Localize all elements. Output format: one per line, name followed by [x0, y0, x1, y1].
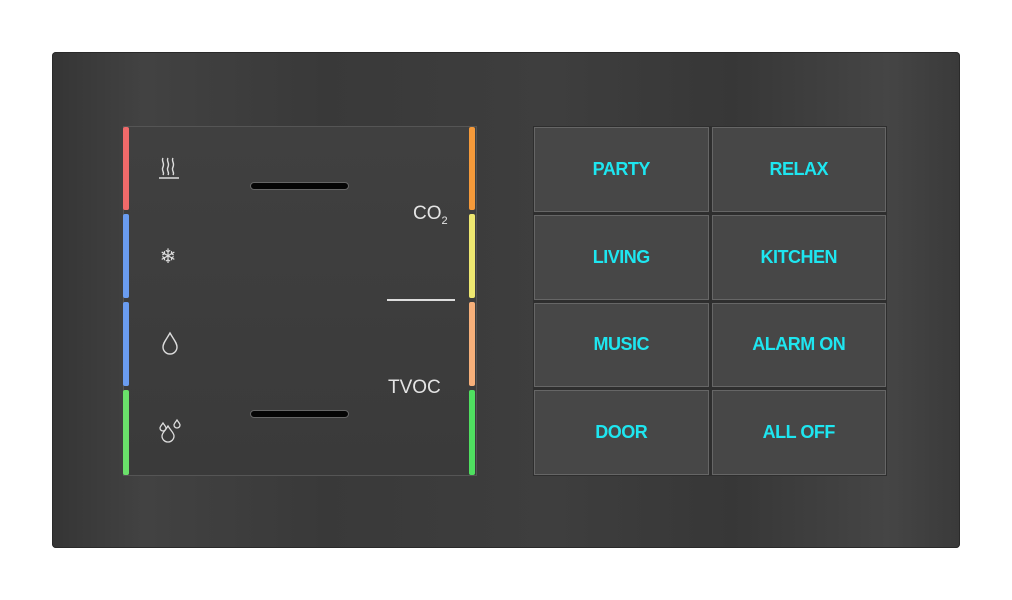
tvoc-label: TVOC	[388, 377, 441, 398]
display-slot-top	[250, 182, 349, 190]
alarm-on-button[interactable]: ALARM ON	[711, 302, 886, 388]
led-co2-low	[469, 214, 475, 298]
display-slot-bottom	[250, 410, 349, 418]
music-button[interactable]: MUSIC	[534, 302, 709, 388]
co2-subscript: 2	[441, 214, 448, 227]
living-button[interactable]: LIVING	[534, 214, 709, 300]
led-tvoc-low	[469, 390, 475, 475]
led-tvoc-high	[469, 302, 475, 386]
led-cooling	[123, 214, 129, 298]
scene-button-grid: PARTY RELAX LIVING KITCHEN MUSIC ALARM O…	[533, 126, 887, 476]
led-co2-high	[469, 127, 475, 210]
all-off-button[interactable]: ALL OFF	[711, 390, 886, 475]
droplet-icon[interactable]	[155, 331, 185, 358]
party-button[interactable]: PARTY	[534, 127, 709, 212]
led-dehumidify	[123, 390, 129, 475]
snowflake-icon[interactable]: ❄	[159, 244, 177, 268]
co2-text: CO	[413, 203, 442, 224]
divider-line	[387, 299, 455, 301]
co2-label: CO2	[413, 203, 448, 227]
door-button[interactable]: DOOR	[534, 390, 709, 475]
relax-button[interactable]: RELAX	[711, 127, 886, 212]
led-humidity	[123, 302, 129, 386]
kitchen-button[interactable]: KITCHEN	[711, 214, 886, 300]
led-heating	[123, 127, 129, 210]
heating-icon[interactable]	[154, 156, 184, 183]
humidity-icon[interactable]	[155, 418, 185, 447]
